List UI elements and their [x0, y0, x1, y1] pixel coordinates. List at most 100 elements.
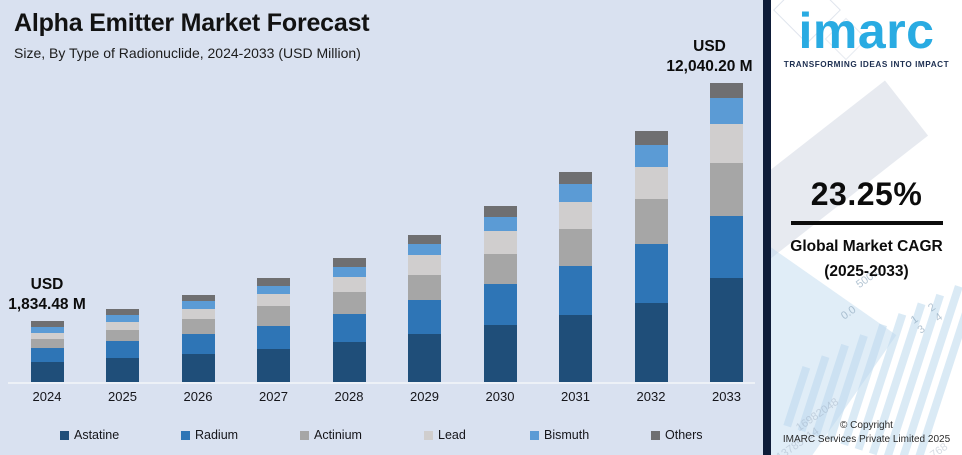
bar-segment-others-2026: [181, 295, 215, 301]
bar-segment-bismuth-2028: [332, 266, 366, 277]
bar-segment-radium-2025: [106, 341, 139, 358]
chart-subtitle: Size, By Type of Radionuclide, 2024-2033…: [14, 45, 361, 61]
bar-2028: [332, 258, 366, 382]
bar-segment-others-2028: [332, 258, 366, 267]
bar-segment-radium-2029: [408, 299, 441, 334]
bar-segment-astatine-2032: [634, 302, 668, 382]
annotation-2033-value: 12,040.20 M: [666, 57, 753, 75]
bar-segment-lead-2027: [257, 293, 290, 307]
bar-segment-bismuth-2029: [408, 243, 441, 256]
bar-segment-bismuth-2026: [181, 300, 215, 309]
bar-segment-lead-2031: [559, 201, 592, 229]
copyright: © Copyright IMARC Services Private Limit…: [771, 419, 962, 447]
bar-segment-actinium-2033: [710, 163, 743, 217]
x-axis-line: [8, 382, 755, 384]
bar-segment-bismuth-2030: [483, 216, 517, 232]
watermark-text: 0.0: [838, 303, 859, 323]
bar-2024: [30, 321, 64, 382]
bar-segment-actinium-2031: [559, 228, 592, 266]
bar-2029: [408, 234, 441, 383]
cagr-block: 23.25% Global Market CAGR (2025-2033): [773, 176, 960, 285]
annotation-2033-total: USD 12,040.20 M: [666, 37, 752, 76]
bar-2026: [181, 295, 215, 382]
bar-segment-astatine-2025: [106, 357, 139, 382]
bar-segment-astatine-2029: [408, 333, 441, 382]
bar-segment-lead-2024: [30, 332, 64, 340]
bar-segment-radium-2032: [634, 243, 668, 303]
bar-segment-others-2027: [257, 278, 290, 286]
bar-segment-lead-2029: [408, 255, 441, 276]
bar-segment-radium-2033: [710, 216, 743, 278]
x-axis-label-2030: 2030: [485, 389, 515, 404]
bar-2027: [257, 278, 290, 382]
x-axis-label-2033: 2033: [712, 389, 741, 404]
bar-segment-astatine-2027: [257, 349, 290, 382]
bar-segment-lead-2028: [332, 276, 366, 293]
bar-segment-astatine-2026: [181, 353, 215, 382]
bar-segment-radium-2028: [332, 313, 366, 343]
x-axis-label-2027: 2027: [259, 389, 288, 404]
bar-2033: [710, 83, 743, 382]
bar-segment-lead-2033: [710, 123, 743, 164]
bar-segment-astatine-2033: [710, 277, 743, 382]
bar-segment-actinium-2030: [483, 254, 517, 285]
chart-panel: Alpha Emitter Market Forecast Size, By T…: [8, 9, 755, 442]
x-axis-label-2031: 2031: [561, 389, 590, 404]
bar-segment-radium-2031: [559, 265, 592, 315]
bar-segment-astatine-2030: [483, 325, 517, 382]
bar-segment-bismuth-2024: [30, 326, 64, 333]
annotation-2024-currency: USD: [30, 276, 64, 294]
bar-segment-radium-2030: [483, 284, 517, 326]
accent-strip: [763, 0, 771, 455]
bar-2031: [559, 172, 592, 382]
bar-segment-astatine-2028: [332, 342, 366, 382]
imarc-logo: imarc TRANSFORMING IDEAS INTO IMPACT: [771, 3, 962, 69]
copyright-line2: IMARC Services Private Limited 2025: [782, 434, 951, 445]
bar-segment-actinium-2027: [257, 306, 290, 326]
bar-segment-others-2030: [483, 206, 517, 217]
bar-segment-bismuth-2031: [559, 184, 592, 202]
x-axis-label-2029: 2029: [410, 389, 439, 404]
bar-2032: [634, 131, 668, 382]
annotation-2024-value: 1,834.48 M: [8, 295, 86, 313]
bar-segment-astatine-2024: [30, 361, 64, 382]
bar-segment-lead-2032: [634, 166, 668, 199]
x-axis-label-2032: 2032: [636, 389, 666, 404]
bar-2030: [483, 206, 517, 382]
bar-segment-radium-2024: [30, 347, 64, 362]
bar-segment-actinium-2025: [106, 330, 139, 342]
annotation-2024-total: USD 1,834.48 M: [8, 275, 86, 314]
cagr-value: 23.25%: [810, 176, 923, 212]
cagr-period: (2025-2033): [824, 262, 909, 280]
bar-segment-actinium-2024: [30, 339, 64, 348]
bar-segment-others-2031: [559, 172, 592, 185]
bar-segment-bismuth-2027: [257, 285, 290, 294]
annotation-2033-currency: USD: [693, 38, 726, 56]
bar-segment-others-2033: [710, 83, 743, 99]
bar-segment-others-2025: [106, 309, 139, 316]
bar-segment-bismuth-2025: [106, 315, 139, 322]
bar-segment-radium-2027: [257, 325, 290, 350]
bar-2025: [106, 309, 139, 382]
bar-segment-bismuth-2033: [710, 98, 743, 124]
bar-segment-astatine-2031: [559, 314, 592, 382]
bar-segment-radium-2026: [181, 334, 215, 354]
x-axis-label-2026: 2026: [183, 389, 213, 404]
bar-segment-others-2029: [408, 234, 441, 244]
imarc-logo-tagline: TRANSFORMING IDEAS INTO IMPACT: [783, 59, 950, 69]
imarc-logo-text: imarc: [798, 3, 935, 59]
brand-panel: 500.0 0.0 1 2 3 4 16982048 0.13785714 76…: [763, 0, 962, 455]
bar-segment-others-2032: [634, 131, 668, 146]
bar-segment-actinium-2026: [181, 318, 215, 335]
plot-area: USD 1,834.48 M USD 12,040.20 M 2024 2025 2…: [8, 37, 755, 404]
bar-segment-lead-2025: [106, 321, 139, 331]
bar-segment-lead-2026: [181, 308, 215, 319]
bar-segment-others-2024: [30, 321, 64, 327]
watermark-text: 1 2 3 4: [908, 297, 950, 337]
bar-segment-actinium-2029: [408, 275, 441, 300]
bar-segment-lead-2030: [483, 231, 517, 255]
cagr-underline: [790, 221, 943, 225]
x-axis-label-2025: 2025: [108, 389, 137, 404]
x-axis-label-2028: 2028: [334, 389, 364, 404]
